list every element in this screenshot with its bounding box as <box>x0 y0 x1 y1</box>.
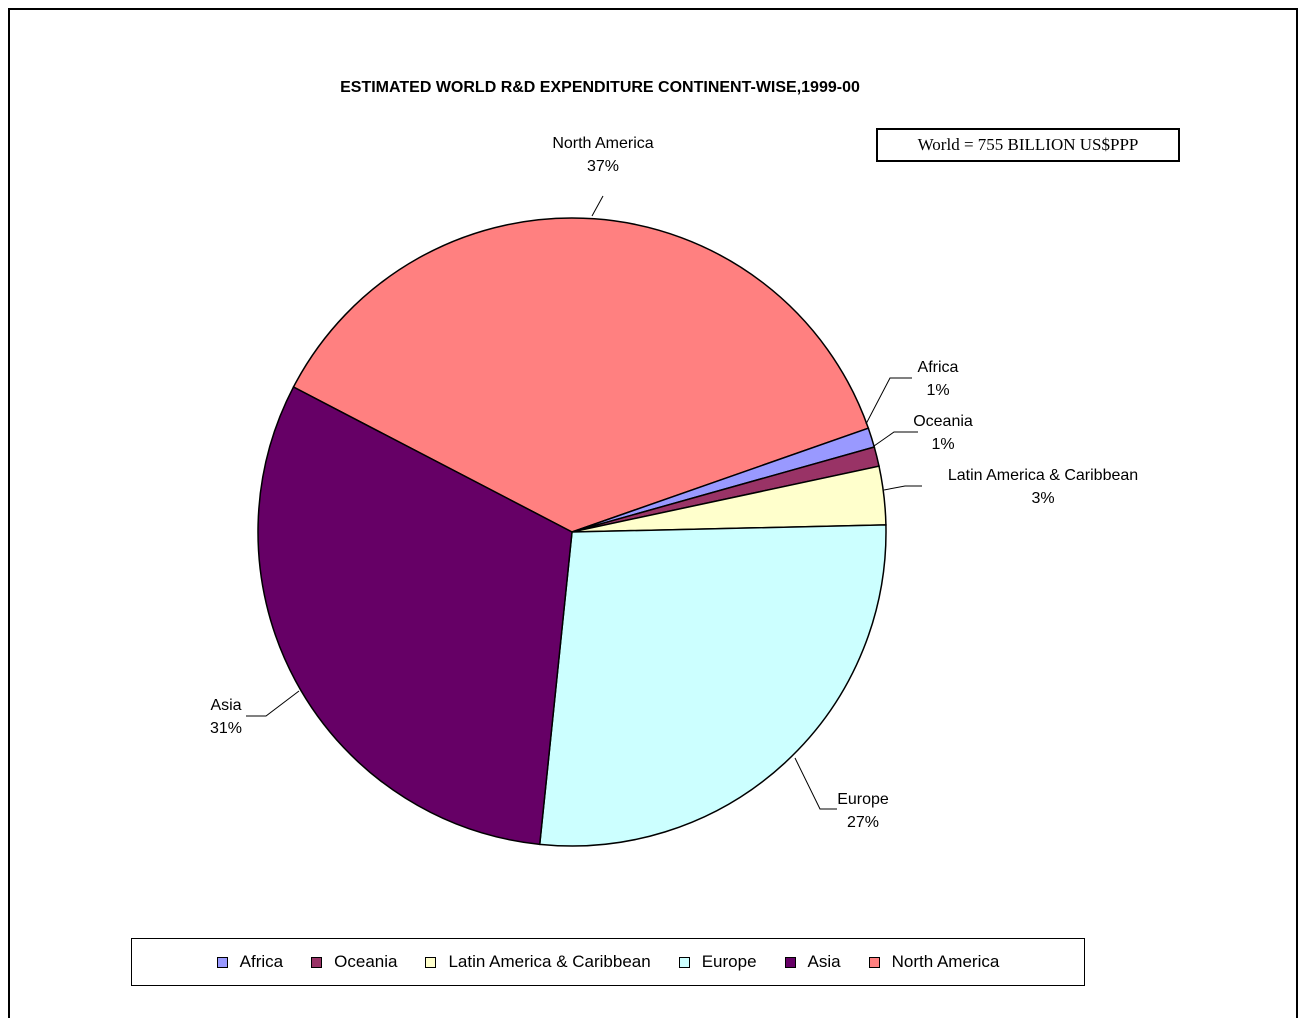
slice-percent-africa: 1% <box>926 382 949 399</box>
legend-label-europe: Europe <box>701 952 757 971</box>
slice-percent-latin-america-caribbean: 3% <box>1031 490 1054 507</box>
pie-slices <box>257 217 887 847</box>
legend-label-oceania: Oceania <box>334 952 398 971</box>
world-total-note: World = 755 BILLION US$PPP <box>876 128 1180 162</box>
pie-slice-europe <box>538 524 887 847</box>
legend-swatch-europe <box>678 956 690 968</box>
legend-swatch-africa <box>216 956 228 968</box>
slice-label-north-america: North America <box>552 135 653 152</box>
leader-line-north-america <box>591 195 604 217</box>
chart-legend: Africa Oceania Latin America & Caribbean Eu… <box>131 938 1085 986</box>
slice-label-oceania: Oceania <box>913 413 973 430</box>
legend-swatch-latin-america-caribbean <box>425 956 437 968</box>
legend-item-asia: Asia <box>784 952 841 972</box>
pie-slice-asia <box>257 385 573 846</box>
slice-percent-oceania: 1% <box>931 436 954 453</box>
legend-item-latin-america-caribbean: Latin America & Caribbean <box>425 952 651 972</box>
legend-swatch-north-america <box>868 956 880 968</box>
leader-line-latin-america-caribbean <box>883 485 922 491</box>
slice-label-asia: Asia <box>210 697 241 714</box>
slice-label-europe: Europe <box>837 791 889 808</box>
pie-slice-north-america <box>292 217 870 533</box>
slice-label-africa: Africa <box>918 359 959 376</box>
slice-labels: North America 37% Africa 1% Oceania 1% Latin A… <box>210 135 1138 831</box>
legend-item-north-america: North America <box>868 952 1000 972</box>
chart-title: ESTIMATED WORLD R&D EXPENDITURE CONTINEN… <box>340 79 860 96</box>
leader-line-oceania <box>873 431 918 447</box>
slice-label-latin-america-caribbean: Latin America & Caribbean <box>948 467 1138 484</box>
slice-percent-asia: 31% <box>210 720 242 737</box>
leader-line-asia <box>246 690 300 717</box>
chart-frame <box>8 8 1298 1018</box>
legend-swatch-oceania <box>311 956 323 968</box>
legend-label-latin-america-caribbean: Latin America & Caribbean <box>448 952 651 971</box>
slice-percent-europe: 27% <box>847 814 879 831</box>
legend-label-asia: Asia <box>807 952 841 971</box>
legend-item-europe: Europe <box>678 952 757 972</box>
slice-percent-north-america: 37% <box>587 158 619 175</box>
legend-label-north-america: North America <box>891 952 1000 971</box>
leader-line-europe <box>794 757 837 810</box>
leader-lines <box>246 195 922 810</box>
leader-line-africa <box>865 377 912 425</box>
legend-item-africa: Africa <box>216 952 284 972</box>
legend-swatch-asia <box>784 956 796 968</box>
legend-item-oceania: Oceania <box>311 952 397 972</box>
legend-label-africa: Africa <box>239 952 284 971</box>
